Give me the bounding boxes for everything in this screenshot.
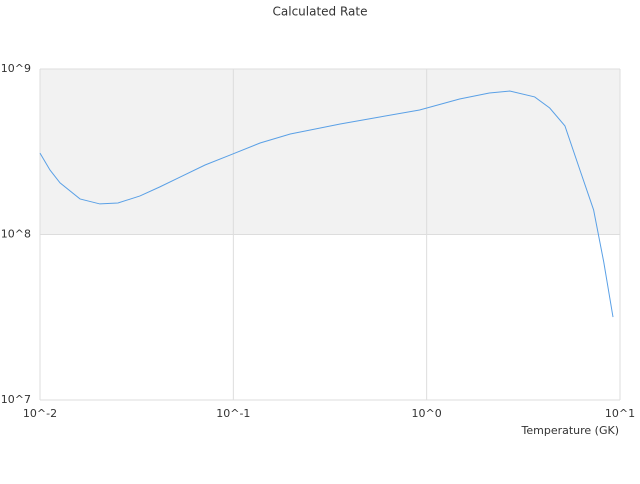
y-tick-label: 10^8 <box>1 228 31 241</box>
x-tick-label: 10^0 <box>412 407 442 420</box>
x-axis-label: Temperature (GK) <box>521 424 620 437</box>
grid-band <box>40 69 620 235</box>
chart-title: Calculated Rate <box>273 5 368 19</box>
y-tick-label: 10^7 <box>1 393 31 406</box>
x-tick-label: 10^-2 <box>23 407 57 420</box>
y-tick-label: 10^9 <box>1 62 31 75</box>
line <box>39 90 614 318</box>
x-tick-label: 10^-1 <box>216 407 250 420</box>
x-tick-label: 10^1 <box>605 407 635 420</box>
